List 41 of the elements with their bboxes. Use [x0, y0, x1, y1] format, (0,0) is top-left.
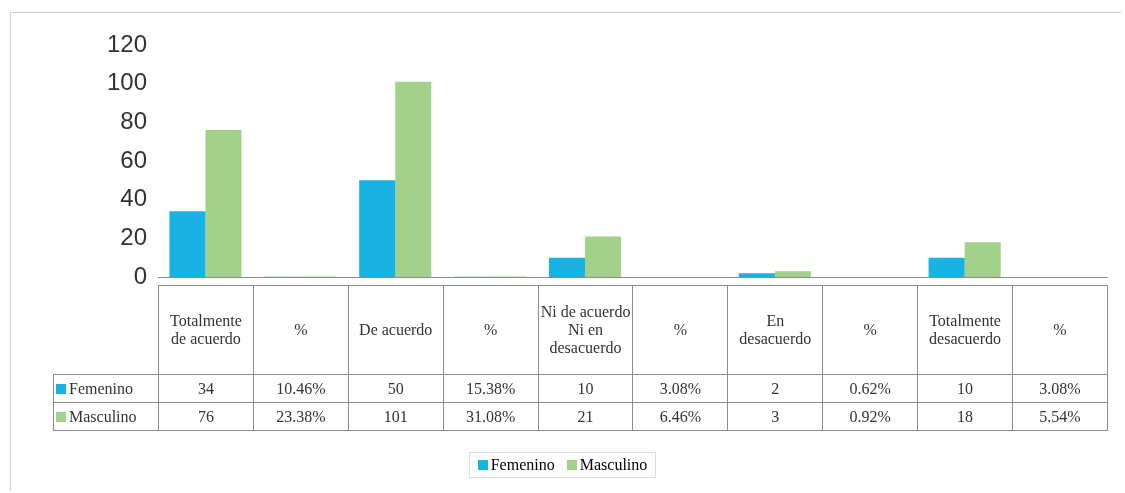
x-tick-label: Ni de acuerdo Ni en desacuerdo	[538, 285, 633, 375]
x-tick-label: %	[253, 285, 349, 375]
data-label: 21	[538, 402, 633, 431]
text: Femenino	[490, 456, 555, 473]
data-label: 0.92%	[822, 402, 918, 431]
x-tick-label: En desacuerdo	[727, 285, 823, 375]
data-label: 101	[348, 402, 444, 431]
x-tick-label: %	[822, 285, 918, 375]
data-label: 50	[348, 374, 444, 403]
x-tick-label: %	[1012, 285, 1108, 375]
x-tick-label: De acuerdo	[348, 285, 444, 375]
y-tick-label: 100	[106, 68, 147, 96]
legend-label: Femenino	[69, 379, 133, 398]
data-label: 6.46%	[632, 402, 728, 431]
y-tick-label: 20	[120, 222, 147, 250]
data-label: 0.62%	[822, 374, 918, 403]
data-label: 15.38%	[443, 374, 539, 403]
y-tick-label: 80	[120, 106, 147, 134]
x-tick-label: %	[632, 285, 728, 375]
y-tick-label: 40	[120, 184, 147, 212]
y-tick-label: 0	[133, 261, 147, 289]
y-tick-label: 60	[120, 145, 147, 173]
y-tick-label: 120	[106, 29, 147, 57]
data-label: 31.08%	[443, 402, 539, 431]
data-label: 10	[538, 374, 633, 403]
x-tick-label: Totalmente de acuerdo	[158, 285, 254, 375]
data-label: 3	[727, 402, 823, 431]
data-label: 5.54%	[1012, 402, 1108, 431]
data-label: 10	[917, 374, 1013, 403]
legend-label: Masculino	[69, 407, 137, 426]
data-label: 23.38%	[253, 402, 349, 431]
data-label: 10.46%	[253, 374, 349, 403]
data-label: 3.08%	[632, 374, 728, 403]
data-label: 18	[917, 402, 1013, 431]
data-label: 2	[727, 374, 823, 403]
data-label: 76	[158, 402, 254, 431]
x-tick-label: Totalmente desacuerdo	[917, 285, 1013, 375]
data-label: 34	[158, 374, 254, 403]
x-tick-label: %	[443, 285, 539, 375]
data-label: 3.08%	[1012, 374, 1108, 403]
text: Masculino	[579, 456, 648, 473]
